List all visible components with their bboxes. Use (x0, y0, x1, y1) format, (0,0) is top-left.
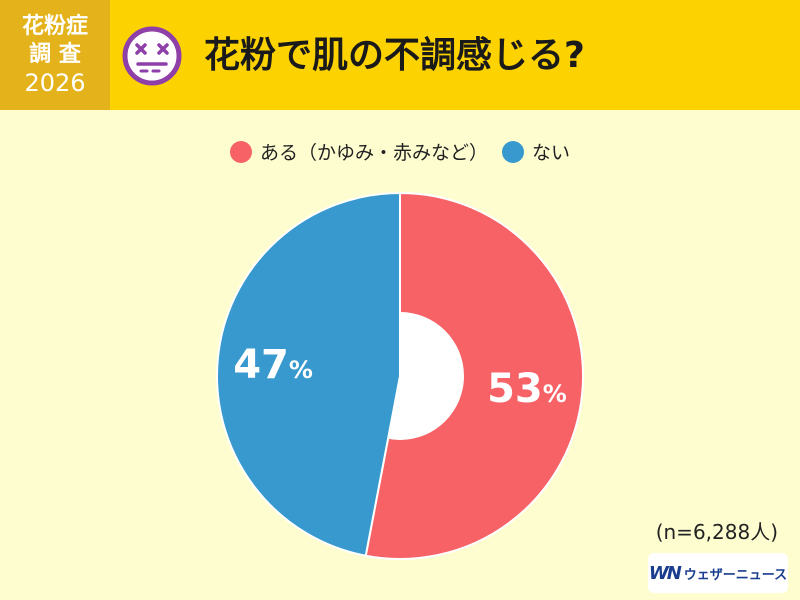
chart-legend: ある（かゆみ・赤みなど） ない (0, 138, 800, 165)
legend-label-no: ない (532, 142, 571, 164)
logo-mark: WN (648, 562, 682, 584)
logo-text: ウェザーニュース (683, 567, 788, 583)
badge-year: 2026 (24, 69, 86, 97)
legend-label-yes: ある（かゆみ・赤みなど） (259, 142, 488, 164)
legend-swatch-no (502, 140, 524, 163)
survey-badge: 花粉症 調 査 2026 (0, 0, 110, 110)
slice-yes (364, 191, 584, 560)
sample-size-label: (n=6,288人) (655, 520, 778, 544)
page-title: 花粉で肌の不調感じる? (204, 35, 585, 76)
legend-item-no: ない (502, 138, 570, 165)
badge-title: 花粉症 (21, 14, 88, 39)
slice-no (216, 191, 401, 557)
legend-swatch-yes (229, 140, 252, 163)
data-label-no: 47% (233, 342, 313, 388)
data-label-yes: 53% (487, 366, 567, 412)
weathernews-logo: WN ウェザーニュース (648, 553, 788, 593)
header-bar: 花粉症 調 査 2026 花粉で肌の不調感じる? (0, 0, 800, 110)
badge-subtitle: 調 査 (29, 42, 81, 67)
legend-item-yes: ある（かゆみ・赤みなど） (229, 138, 488, 165)
dizzy-face-icon (122, 26, 182, 86)
